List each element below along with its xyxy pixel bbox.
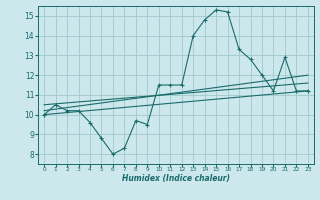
X-axis label: Humidex (Indice chaleur): Humidex (Indice chaleur): [122, 174, 230, 183]
